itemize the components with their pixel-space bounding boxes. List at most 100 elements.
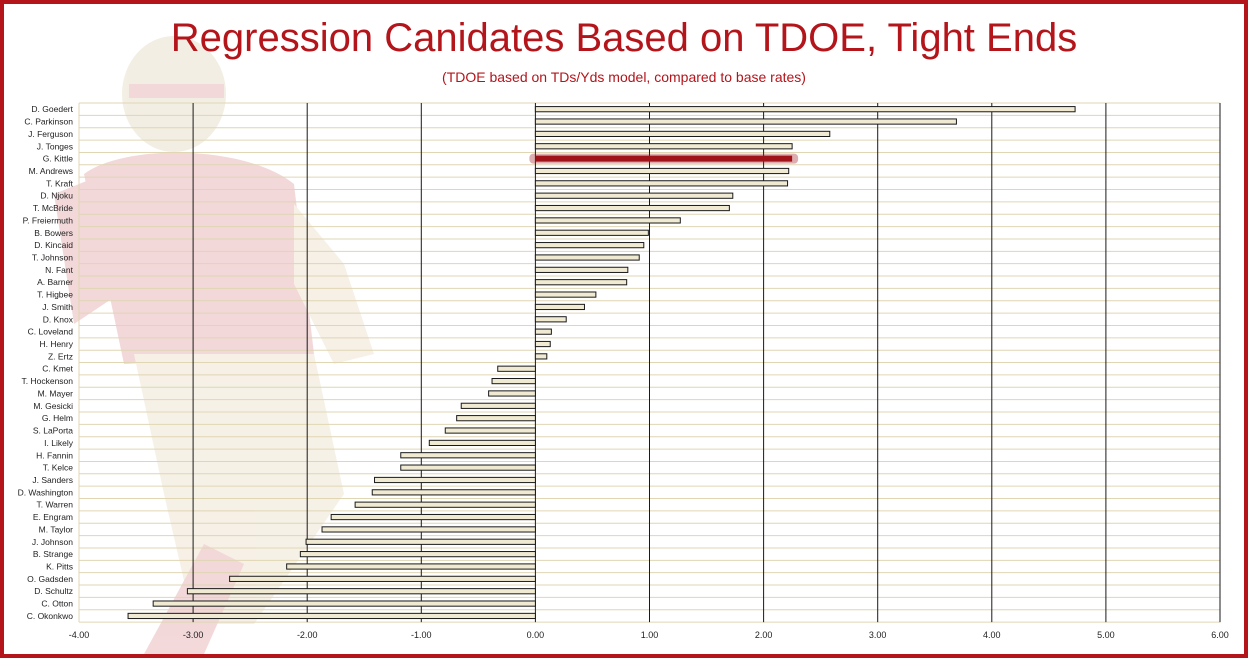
category-label: H. Fannin xyxy=(36,450,73,460)
category-label: A. Barner xyxy=(37,277,73,287)
bar xyxy=(286,563,536,570)
category-label: T. McBride xyxy=(33,203,73,213)
category-label: S. LaPorta xyxy=(33,426,73,436)
category-label: G. Kittle xyxy=(43,154,74,164)
bar xyxy=(321,526,536,533)
bar xyxy=(491,378,536,385)
bar xyxy=(534,167,790,175)
category-label: C. Okonkwo xyxy=(27,611,74,621)
x-tick-label: 3.00 xyxy=(869,630,887,640)
category-label: C. Otton xyxy=(41,599,73,609)
category-label: T. Higbee xyxy=(37,290,73,300)
x-tick-label: -3.00 xyxy=(183,630,204,640)
category-label: T. Hockenson xyxy=(22,376,74,386)
bar-highlighted xyxy=(535,155,793,162)
bar xyxy=(534,217,681,224)
category-label: D. Schultz xyxy=(34,586,73,596)
category-label: H. Henry xyxy=(39,339,73,349)
bar xyxy=(534,328,552,335)
bar xyxy=(127,612,536,620)
bar xyxy=(534,180,789,187)
category-label: D. Goedert xyxy=(31,104,73,114)
category-label: M. Gesicki xyxy=(33,401,73,411)
x-tick-label: 5.00 xyxy=(1097,630,1115,640)
x-tick-label: 1.00 xyxy=(641,630,659,640)
bar xyxy=(330,513,536,521)
bar xyxy=(534,266,629,273)
bar xyxy=(186,588,536,595)
bar xyxy=(534,279,628,286)
category-label: T. Kraft xyxy=(46,178,74,188)
gridlines xyxy=(78,103,1221,623)
category-label: P. Freiermuth xyxy=(23,215,74,225)
x-tick-label: 0.00 xyxy=(527,630,545,640)
x-axis-tick-labels: -4.00 -3.00 -2.00 -1.00 0.00 1.00 2.00 3.00 4.00… xyxy=(69,630,1229,640)
bar xyxy=(152,600,536,607)
bar xyxy=(354,501,536,508)
category-label: M. Andrews xyxy=(29,166,73,176)
category-labels: D. Goedert C. Parkinson J. Ferguson J. Tong… xyxy=(18,104,74,621)
category-label: J. Tonges xyxy=(37,141,73,151)
bar xyxy=(534,118,957,125)
category-label: T. Kelce xyxy=(43,463,74,473)
category-label: J. Sanders xyxy=(32,475,73,485)
bar xyxy=(534,303,585,311)
bar xyxy=(428,439,536,446)
category-label: G. Helm xyxy=(42,413,73,423)
bar xyxy=(534,353,548,360)
bar xyxy=(400,452,536,459)
category-label: T. Johnson xyxy=(32,253,73,263)
category-label: C. Kmet xyxy=(42,364,73,374)
x-tick-label: 4.00 xyxy=(983,630,1001,640)
bar xyxy=(534,204,730,212)
bar xyxy=(534,229,649,236)
chart-title: Regression Canidates Based on TDOE, Tigh… xyxy=(170,16,1078,60)
category-label: O. Gadsden xyxy=(27,574,73,584)
bar xyxy=(305,538,536,545)
bar xyxy=(371,489,536,496)
bar xyxy=(456,415,536,422)
category-label: M. Mayer xyxy=(38,388,74,398)
bar xyxy=(444,427,536,434)
category-label: J. Ferguson xyxy=(28,129,73,139)
x-tick-label: 6.00 xyxy=(1211,630,1229,640)
category-label: E. Engram xyxy=(33,512,73,522)
category-label: M. Taylor xyxy=(39,524,73,534)
bar xyxy=(229,575,536,582)
category-label: I. Likely xyxy=(44,438,74,448)
category-label: D. Njoku xyxy=(40,191,73,201)
bar xyxy=(400,464,536,471)
bar xyxy=(460,402,536,409)
x-tick-label: -4.00 xyxy=(69,630,90,640)
x-tick-label: -1.00 xyxy=(411,630,432,640)
bar xyxy=(534,254,640,261)
x-tick-label: -2.00 xyxy=(297,630,318,640)
category-label: T. Warren xyxy=(36,500,73,510)
x-tick-label: 2.00 xyxy=(755,630,773,640)
category-label: N. Fant xyxy=(45,265,74,275)
bar xyxy=(534,143,793,150)
bar xyxy=(534,291,597,298)
bar xyxy=(299,551,536,558)
category-label: C. Parkinson xyxy=(24,117,73,127)
bar xyxy=(534,106,1076,113)
bar xyxy=(534,340,551,348)
bar xyxy=(497,365,536,372)
category-label: K. Pitts xyxy=(46,562,73,572)
category-label: B. Bowers xyxy=(34,228,73,238)
category-label: B. Strange xyxy=(33,549,73,559)
category-label: D. Kincaid xyxy=(34,240,73,250)
chart-subtitle: (TDOE based on TDs/Yds model, compared t… xyxy=(442,69,806,85)
category-label: J. Smith xyxy=(42,302,73,312)
bar xyxy=(374,476,536,484)
bar xyxy=(534,130,831,137)
bar-chart: D. Goedert C. Parkinson J. Ferguson J. Tong… xyxy=(18,102,1229,640)
bar xyxy=(534,192,734,199)
category-label: D. Knox xyxy=(43,314,74,324)
category-label: J. Johnson xyxy=(32,537,73,547)
bar xyxy=(534,242,645,249)
bar xyxy=(534,316,567,323)
category-label: C. Loveland xyxy=(28,327,74,337)
bars xyxy=(127,106,1076,620)
